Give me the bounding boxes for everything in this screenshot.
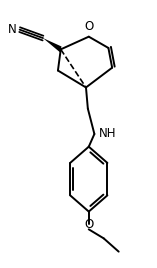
Text: O: O [84, 20, 94, 33]
Text: N: N [8, 23, 16, 36]
Text: O: O [84, 218, 93, 231]
Text: NH: NH [99, 128, 116, 140]
Polygon shape [43, 38, 62, 52]
